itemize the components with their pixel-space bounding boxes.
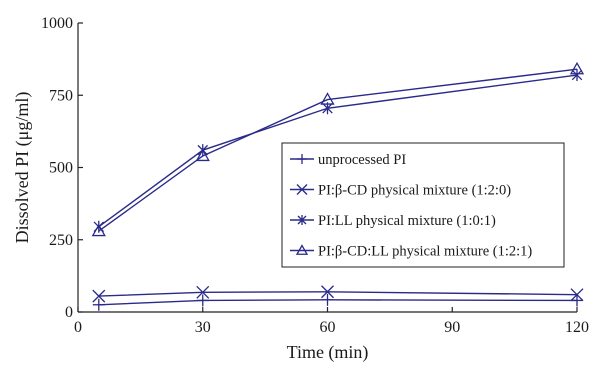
series-line — [98, 299, 578, 306]
x-marker — [92, 289, 106, 303]
data-point — [569, 61, 585, 75]
y-tick-label: 0 — [65, 304, 73, 321]
y-tick-label: 750 — [49, 87, 73, 104]
x-tick-label: 120 — [565, 319, 589, 336]
triangle-marker — [195, 148, 210, 162]
data-point — [320, 92, 335, 105]
legend-box — [281, 142, 565, 268]
series-2 — [92, 285, 584, 303]
data-point — [321, 285, 334, 299]
series-group — [91, 61, 585, 311]
x-marker — [296, 184, 308, 195]
legend-entry: PI:β-CD:LL physical mixture (1:2:1) — [290, 244, 532, 260]
data-point — [570, 288, 584, 302]
x-axis-title: Time (min) — [287, 342, 369, 363]
y-tick-label: 500 — [49, 160, 73, 177]
triangle-marker — [569, 61, 585, 75]
data-point — [321, 293, 334, 306]
legend-label: unprocessed PI — [318, 152, 406, 168]
series-line — [98, 74, 578, 228]
y-tick-label: 1000 — [41, 15, 73, 32]
data-point — [196, 294, 209, 307]
x-marker — [196, 285, 210, 299]
legend-entry: PI:β-CD physical mixture (1:2:0) — [290, 183, 511, 199]
triangle-marker — [320, 92, 335, 105]
y-axis-title: Dissolved PI (μg/ml) — [12, 92, 33, 244]
x-tick-label: 0 — [74, 319, 82, 336]
data-point — [92, 289, 106, 303]
legend: unprocessed PI PI:β-CD physical mixture (… — [281, 142, 565, 268]
data-point — [196, 285, 210, 299]
series-4 — [91, 61, 585, 237]
legend-label: PI:β-CD physical mixture (1:2:0) — [318, 183, 511, 199]
y-tick-label: 250 — [49, 232, 73, 249]
data-point — [92, 298, 105, 311]
triangle-marker — [91, 223, 106, 237]
data-point — [571, 69, 583, 82]
series-1 — [92, 293, 583, 311]
ticks: 0 250 500 750 1000 0 30 60 90 120 — [41, 15, 589, 336]
data-point — [91, 223, 106, 237]
x-tick-label: 90 — [444, 319, 460, 336]
series-line — [98, 291, 578, 297]
data-point — [571, 294, 583, 307]
data-point — [195, 148, 210, 162]
legend-entry: PI:LL physical mixture (1:0:1) — [290, 213, 496, 229]
x-marker — [570, 288, 584, 302]
legend-label: PI:β-CD:LL physical mixture (1:2:1) — [318, 244, 532, 260]
legend-label: PI:LL physical mixture (1:0:1) — [318, 213, 496, 229]
series-line — [98, 68, 578, 232]
x-marker — [321, 285, 334, 299]
legend-entry: unprocessed PI — [290, 152, 406, 168]
x-tick-label: 60 — [320, 319, 336, 336]
triangle-marker — [295, 244, 309, 255]
x-tick-label: 30 — [195, 319, 211, 336]
